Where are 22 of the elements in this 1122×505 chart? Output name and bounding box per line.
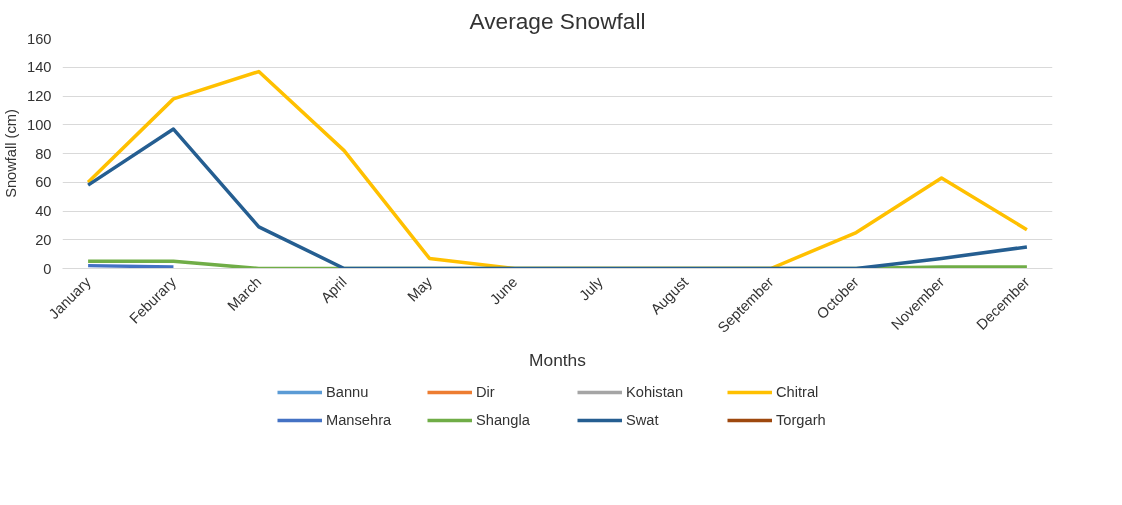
- x-tick-label: July: [576, 273, 607, 304]
- chart-title: Average Snowfall: [469, 7, 646, 34]
- y-tick-label: 80: [35, 145, 52, 162]
- y-tick-label: 140: [27, 59, 52, 76]
- y-tick-label: 160: [27, 30, 52, 47]
- y-tick-label: 60: [35, 174, 52, 191]
- y-tick-label: 0: [43, 260, 52, 277]
- legend-label: Dir: [476, 384, 496, 400]
- legend-label: Torgarh: [776, 412, 827, 428]
- y-tick-label: 100: [27, 116, 52, 133]
- legend-label: Bannu: [326, 384, 370, 400]
- legend-label: Shangla: [476, 412, 531, 428]
- y-axis-title: Snowfall (cm): [3, 109, 20, 198]
- y-tick-label: 120: [27, 88, 52, 104]
- y-tick-label: 20: [35, 231, 52, 248]
- x-axis-title: Months: [529, 349, 587, 370]
- legend-label: Chitral: [776, 384, 820, 400]
- line-series: [86, 127, 1029, 269]
- legend-label: Mansehra: [326, 412, 393, 428]
- y-tick-label: 40: [35, 203, 52, 219]
- legend-label: Kohistan: [626, 384, 685, 400]
- legend-label: Swat: [626, 412, 660, 428]
